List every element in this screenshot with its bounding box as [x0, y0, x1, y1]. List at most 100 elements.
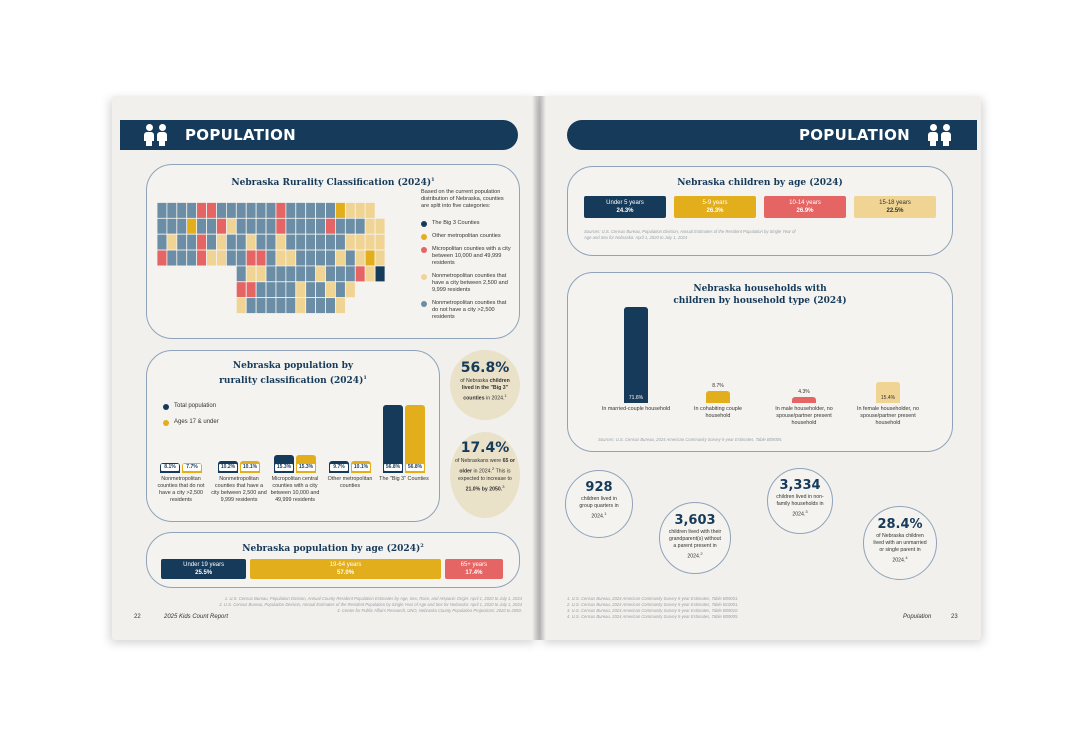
- rurality-bar-kids: [405, 405, 425, 473]
- county: [235, 265, 247, 283]
- rurality-map-intro: Based on the current population distribu…: [421, 189, 504, 209]
- left-sources: 1. U.S. Census Bureau, Population Divisi…: [152, 596, 522, 614]
- legend-swatch: [421, 247, 427, 253]
- county: [325, 249, 336, 267]
- county: [325, 265, 336, 283]
- households-bar-chart: 71.6% In married-couple household 8.7% In c…: [568, 273, 952, 451]
- county: [344, 202, 356, 219]
- stat-circle: 3,603 children lived with their grandpare…: [659, 502, 731, 574]
- county: [335, 281, 346, 299]
- county: [206, 217, 217, 235]
- household-bar-value: 15.4%: [880, 395, 896, 401]
- children-age-value: 26.9%: [796, 208, 814, 214]
- county: [216, 249, 227, 267]
- county: [335, 265, 346, 283]
- stat-circle-text: children lived in non-family households …: [776, 493, 824, 518]
- stat-big3-blob: 56.8% of Nebraska children lived in the …: [450, 350, 520, 420]
- stat-circle: 3,334 children lived in non-family househ…: [767, 468, 833, 534]
- county: [265, 281, 277, 299]
- county: [315, 217, 326, 235]
- county: [315, 281, 326, 299]
- rurality-legend-label: Ages 17 & under: [174, 419, 219, 425]
- county: [285, 297, 297, 314]
- county: [335, 233, 346, 251]
- left-banner-title: POPULATION: [185, 126, 297, 144]
- county: [216, 233, 227, 251]
- rurality-group-label: Nonmetropolitan counties that have a cit…: [211, 476, 267, 503]
- county: [196, 233, 207, 251]
- county: [186, 202, 198, 219]
- source-line: 4. U.S. Census Bureau, 2024 American Com…: [567, 614, 739, 619]
- county: [305, 265, 317, 283]
- county: [285, 249, 297, 267]
- rurality-bar-value: 15.3%: [275, 464, 293, 471]
- county: [364, 265, 376, 283]
- county: [364, 217, 376, 235]
- county: [315, 265, 326, 283]
- county: [354, 217, 366, 235]
- map-legend-label: Nonmetropolitan counties that have a cit…: [432, 273, 508, 293]
- source-line: 2. U.S. Census Bureau, 2024 American Com…: [567, 602, 739, 607]
- rurality-group-label: Other metropolitan counties: [327, 476, 373, 489]
- map-legend-item: Nonmetropolitan counties that have a cit…: [421, 273, 513, 294]
- county: [166, 202, 178, 219]
- county: [285, 202, 297, 219]
- children-icon: [928, 124, 951, 146]
- source-line: 1. U.S. Census Bureau, Population Divisi…: [224, 596, 522, 601]
- county: [186, 249, 198, 267]
- rurality-map-title: Nebraska Rurality Classification (2024)1: [231, 177, 435, 188]
- stat-circle-value: 928: [585, 480, 613, 496]
- county: [226, 233, 237, 251]
- county: [196, 217, 207, 235]
- rurality-group-label: The "Big 3" Counties: [379, 476, 429, 482]
- right-banner-title: POPULATION: [798, 126, 910, 144]
- household-bar: [792, 397, 816, 403]
- county: [285, 265, 297, 283]
- children-age-value: 22.5%: [886, 208, 904, 214]
- county: [354, 202, 366, 219]
- age-segment-label: 19-64 years: [329, 562, 362, 568]
- age-segment-label: Under 19 years: [183, 562, 225, 568]
- county: [325, 281, 336, 299]
- stat-65-blob: 17.4% of Nebraskans were 65 or older in …: [450, 432, 520, 518]
- children-age-box: Under 5 years 24.3%: [584, 196, 666, 218]
- county: [374, 233, 386, 251]
- county: [344, 217, 356, 235]
- county: [295, 249, 307, 267]
- county: [157, 233, 168, 251]
- county: [344, 233, 356, 251]
- legend-swatch: [163, 404, 169, 410]
- source-line: 3. Center for Public Affairs Research, U…: [337, 608, 522, 613]
- children-age-box: 10-14 years 26.9%: [764, 196, 846, 218]
- county: [315, 202, 326, 219]
- county: [265, 297, 277, 314]
- county: [305, 297, 317, 314]
- county: [285, 233, 297, 251]
- households-title: Nebraska households with children by hou…: [673, 284, 847, 306]
- legend-swatch: [421, 234, 427, 240]
- children-age-value: 24.3%: [616, 208, 634, 214]
- stat-65-value: 17.4%: [460, 440, 510, 456]
- children-age-label: 10-14 years: [789, 200, 821, 206]
- county: [206, 249, 217, 267]
- rurality-legend-item: Total population: [163, 403, 219, 410]
- county: [275, 202, 287, 219]
- age-stacked-bar: Under 19 years 25.5% 19-64 years 57.0% 65+ y…: [161, 559, 503, 579]
- rurality-chart-card: Nebraska population by rurality classifi…: [146, 350, 440, 522]
- right-page: POPULATION Nebraska children by age (202…: [541, 96, 981, 640]
- county: [176, 249, 188, 267]
- county: [255, 297, 267, 314]
- county: [245, 249, 257, 267]
- county: [344, 281, 356, 299]
- children-age-value: 26.3%: [706, 208, 724, 214]
- county: [275, 249, 287, 267]
- household-bar-label: In cohabiting couple household: [694, 406, 742, 419]
- source-line: 1. U.S. Census Bureau, 2024 American Com…: [567, 596, 739, 601]
- household-bar: [876, 382, 900, 403]
- rurality-bar-value: 10.2%: [219, 464, 237, 471]
- county: [315, 297, 326, 314]
- county: [354, 265, 366, 283]
- rurality-bar-value: 56.8%: [406, 464, 424, 471]
- county: [235, 281, 247, 299]
- county: [265, 233, 277, 251]
